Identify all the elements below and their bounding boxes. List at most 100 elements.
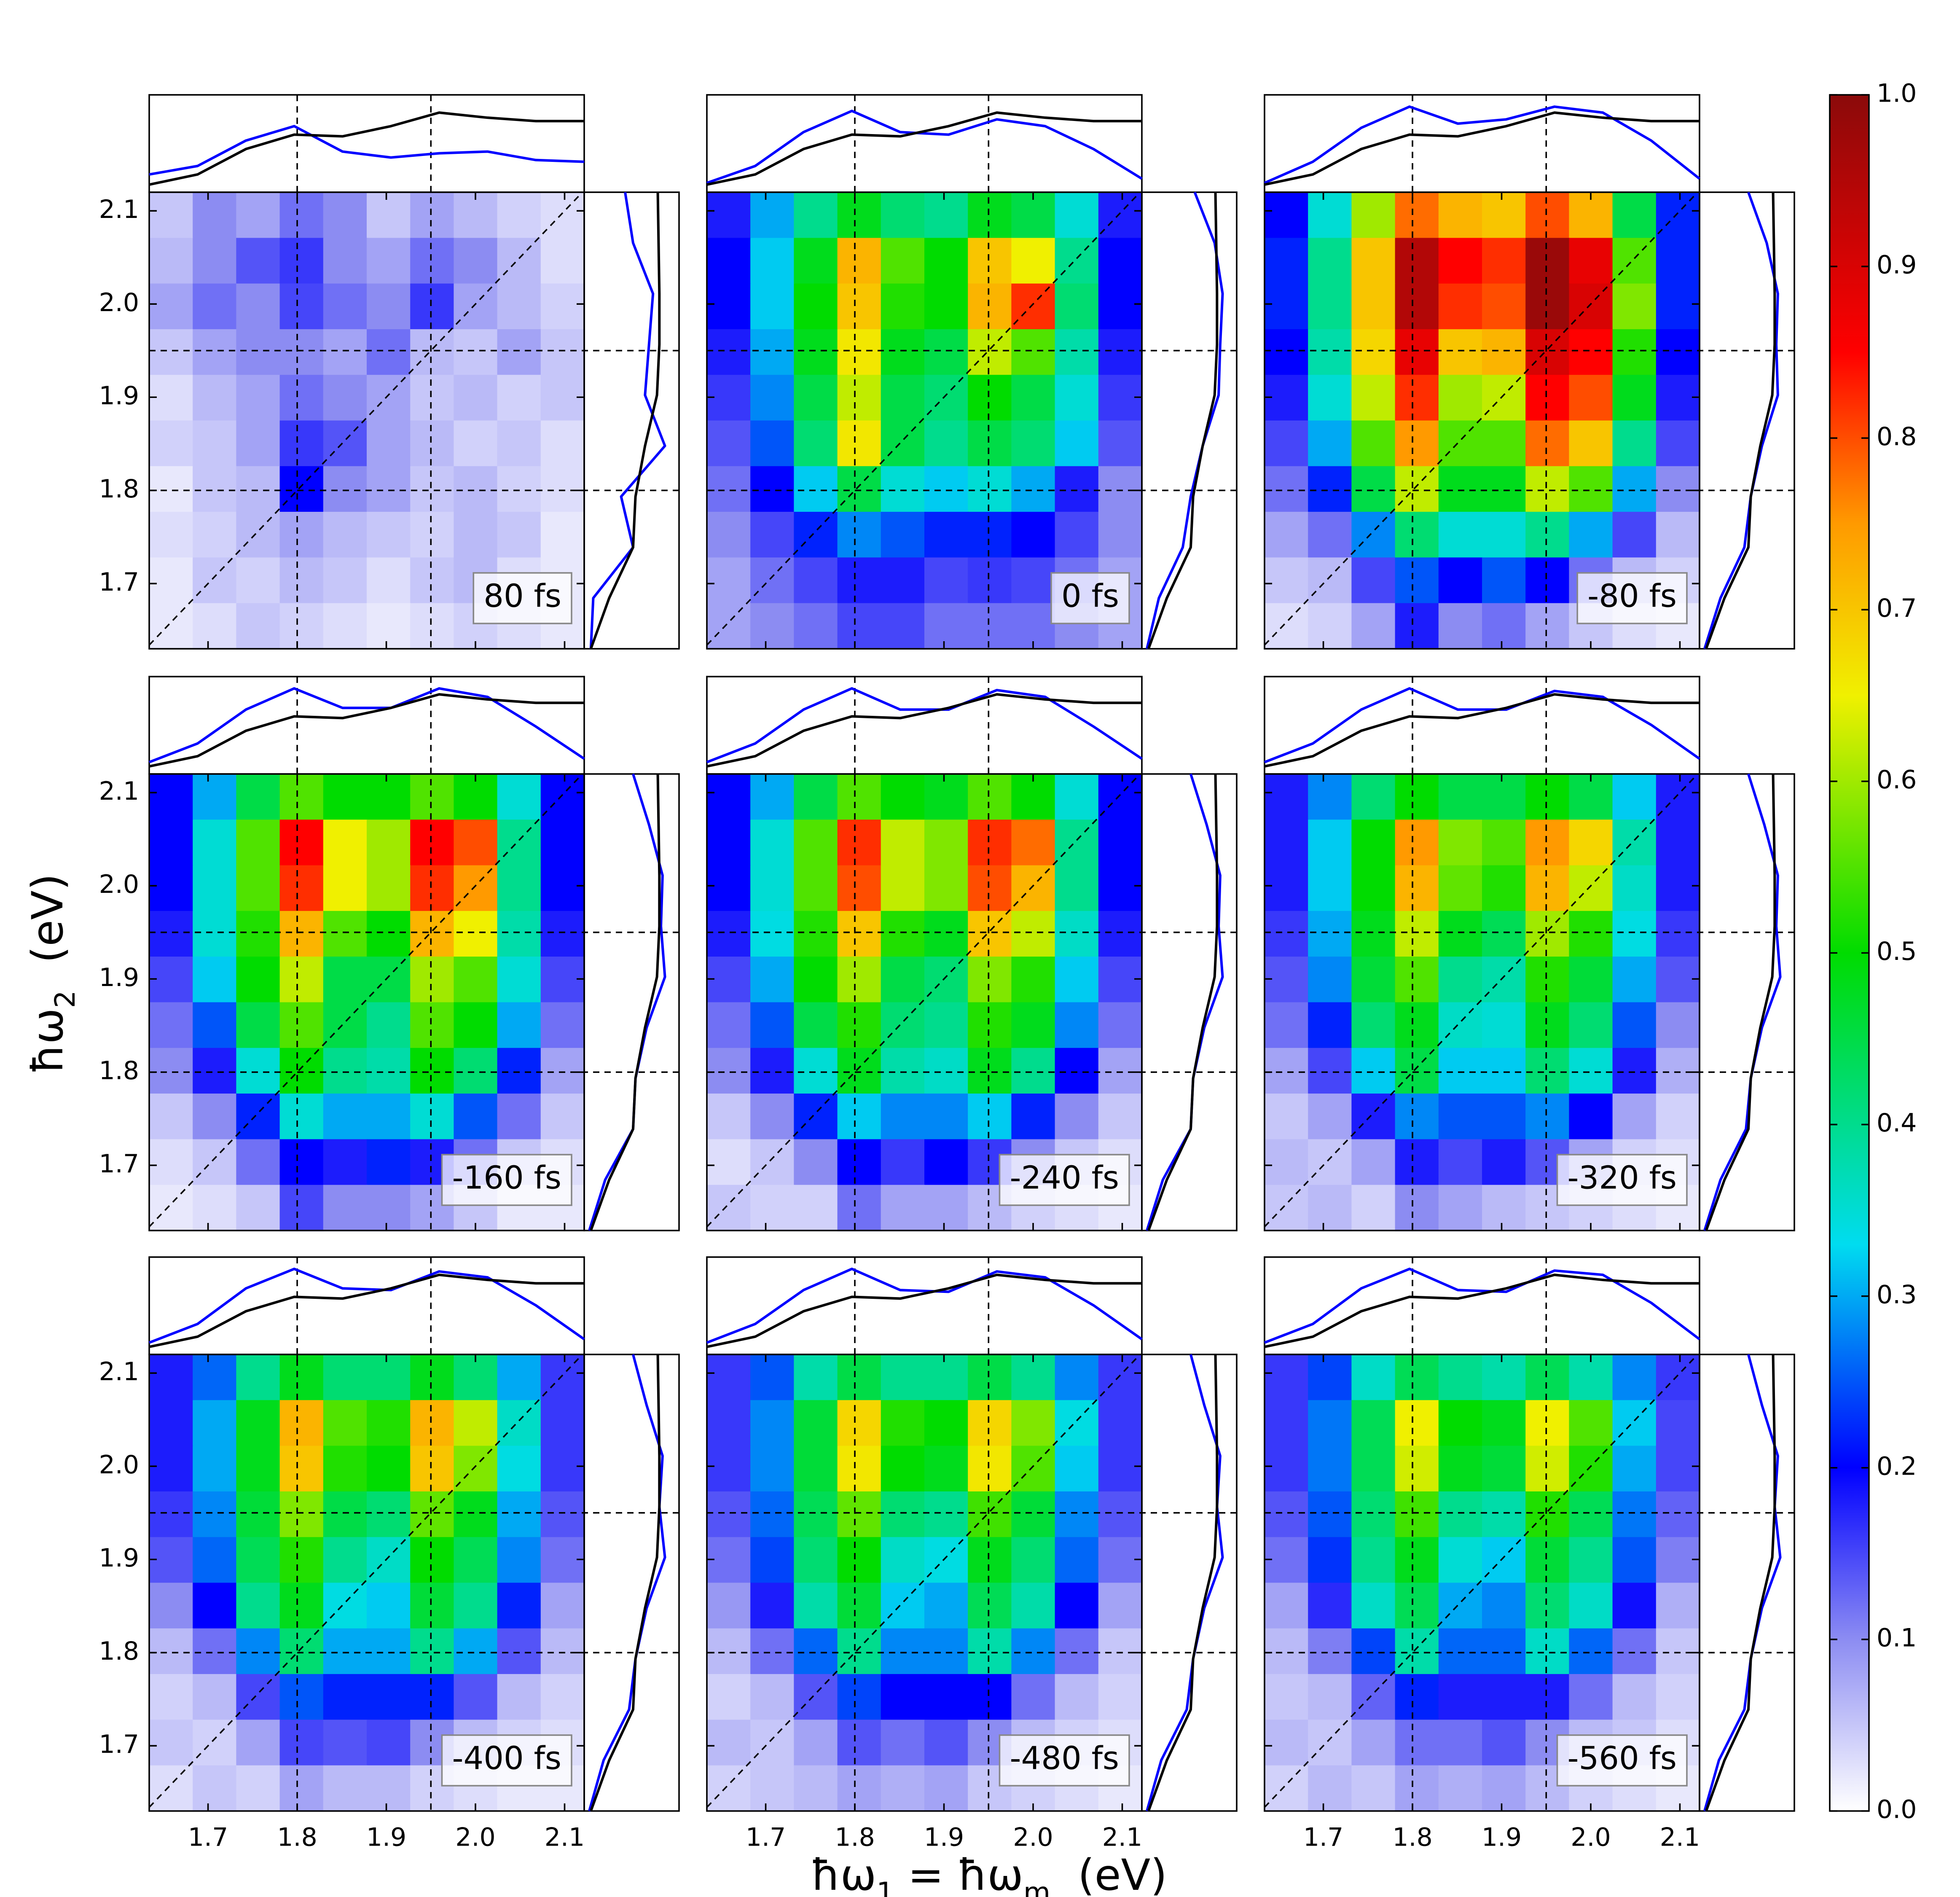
heatmap-cell [1055, 1354, 1099, 1401]
heatmap-cell [410, 820, 455, 866]
heatmap-cell [1308, 1674, 1353, 1721]
heatmap-cell [1351, 1002, 1396, 1049]
heatmap-cell [1656, 1446, 1700, 1492]
heatmap-cell [540, 283, 585, 330]
heatmap-cell [1438, 774, 1483, 821]
heatmap-cell [1011, 1002, 1056, 1049]
heatmap-cell [1098, 1628, 1143, 1675]
heatmap-cell [1308, 512, 1353, 559]
heatmap-cell [707, 238, 751, 285]
panel-label: -560 fs [1567, 1740, 1677, 1777]
heatmap-cell [236, 911, 281, 957]
right-marginal-curve [1705, 1354, 1776, 1812]
heatmap-cell [540, 1354, 585, 1401]
top-marginal-curve [1264, 1274, 1700, 1348]
heatmap-cell [750, 1720, 795, 1766]
heatmap-cell [236, 1628, 281, 1675]
heatmap-cell [1011, 1048, 1056, 1094]
heatmap-cell [1569, 512, 1614, 559]
heatmap-cell [1265, 1491, 1309, 1538]
heatmap-cell [1612, 238, 1657, 285]
heatmap-cell [794, 1628, 838, 1675]
heatmap-cell [794, 1537, 838, 1584]
heatmap-cell [1656, 420, 1700, 467]
heatmap-cell [497, 1583, 542, 1629]
heatmap-cell [794, 329, 838, 376]
heatmap-cell [881, 1185, 925, 1231]
heatmap-cell [1351, 865, 1396, 912]
heatmap-cell [236, 1048, 281, 1094]
heatmap-cell [1308, 420, 1353, 467]
heatmap-cell [193, 1185, 237, 1231]
heatmap-cell [1351, 375, 1396, 422]
heatmap-cell [1098, 1583, 1143, 1629]
heatmap-cell [837, 1765, 882, 1812]
heatmap-cell [193, 957, 237, 1003]
heatmap-cell [1569, 329, 1614, 376]
top-marginal-curve [706, 693, 1142, 768]
heatmap-cell [497, 192, 542, 239]
heatmap-cell [367, 1765, 411, 1812]
heatmap-cell [193, 1537, 237, 1584]
heatmap-cell [924, 911, 969, 957]
right-marginal-frame [1141, 1354, 1238, 1812]
heatmap-cell [540, 1048, 585, 1094]
top-marginal-frame [148, 1256, 585, 1355]
heatmap-cell [881, 329, 925, 376]
heatmap-cell [837, 557, 882, 604]
heatmap-cell [881, 774, 925, 821]
heatmap-cell [1351, 1583, 1396, 1629]
heatmap-cell [881, 1491, 925, 1538]
heatmap-cell [1308, 1628, 1353, 1675]
heatmap-cell [1055, 1048, 1099, 1094]
heatmap-cell [1308, 1491, 1353, 1538]
heatmap-cell [410, 603, 455, 650]
heatmap-cell [750, 911, 795, 957]
heatmap-cell [540, 865, 585, 912]
heatmap-cell [497, 1537, 542, 1584]
heatmap-cell [881, 466, 925, 513]
heatmap-cell [1351, 420, 1396, 467]
heatmap-cell [1438, 192, 1483, 239]
heatmap-cell [1438, 911, 1483, 957]
heatmap-cell [837, 283, 882, 330]
y-tick-label: 1.9 [99, 1543, 139, 1573]
heatmap-cell [323, 774, 368, 821]
heatmap-cell [968, 1354, 1012, 1401]
heatmap-cell [454, 1400, 498, 1447]
heatmap-cell [794, 957, 838, 1003]
heatmap-cell [794, 283, 838, 330]
heatmap-cell [968, 557, 1012, 604]
heatmap-cell [1438, 420, 1483, 467]
x-tick-label: 2.0 [455, 1823, 495, 1852]
heatmap-cell [410, 957, 455, 1003]
heatmap-cell [750, 283, 795, 330]
heatmap-cell [924, 512, 969, 559]
heatmap-cell [410, 420, 455, 467]
heatmap-cell [968, 192, 1012, 239]
heatmap-cell [497, 420, 542, 467]
heatmap-cell [1265, 1094, 1309, 1140]
heatmap-cell [540, 820, 585, 866]
heatmap-cell [1351, 512, 1396, 559]
x-tick-label: 1.9 [924, 1823, 964, 1852]
heatmap-cell [1011, 1094, 1056, 1140]
heatmap-cell [193, 774, 237, 821]
heatmap-cell [1265, 1537, 1309, 1584]
heatmap-cell [794, 603, 838, 650]
heatmap-cell [924, 1583, 969, 1629]
heatmap-cell [707, 1354, 751, 1401]
heatmap-cell [707, 1491, 751, 1538]
heatmap-cell [837, 512, 882, 559]
heatmap-cell [1656, 911, 1700, 957]
heatmap-cell [1011, 512, 1056, 559]
heatmap-cell [1482, 283, 1526, 330]
heatmap-cell [924, 420, 969, 467]
heatmap-cell [1656, 512, 1700, 559]
heatmap-cell [1011, 1491, 1056, 1538]
right-marginal-curve [1705, 774, 1776, 1231]
heatmap-cell [454, 1583, 498, 1629]
heatmap-cell [881, 1674, 925, 1721]
heatmap-cell [968, 957, 1012, 1003]
heatmap-cell [367, 1048, 411, 1094]
